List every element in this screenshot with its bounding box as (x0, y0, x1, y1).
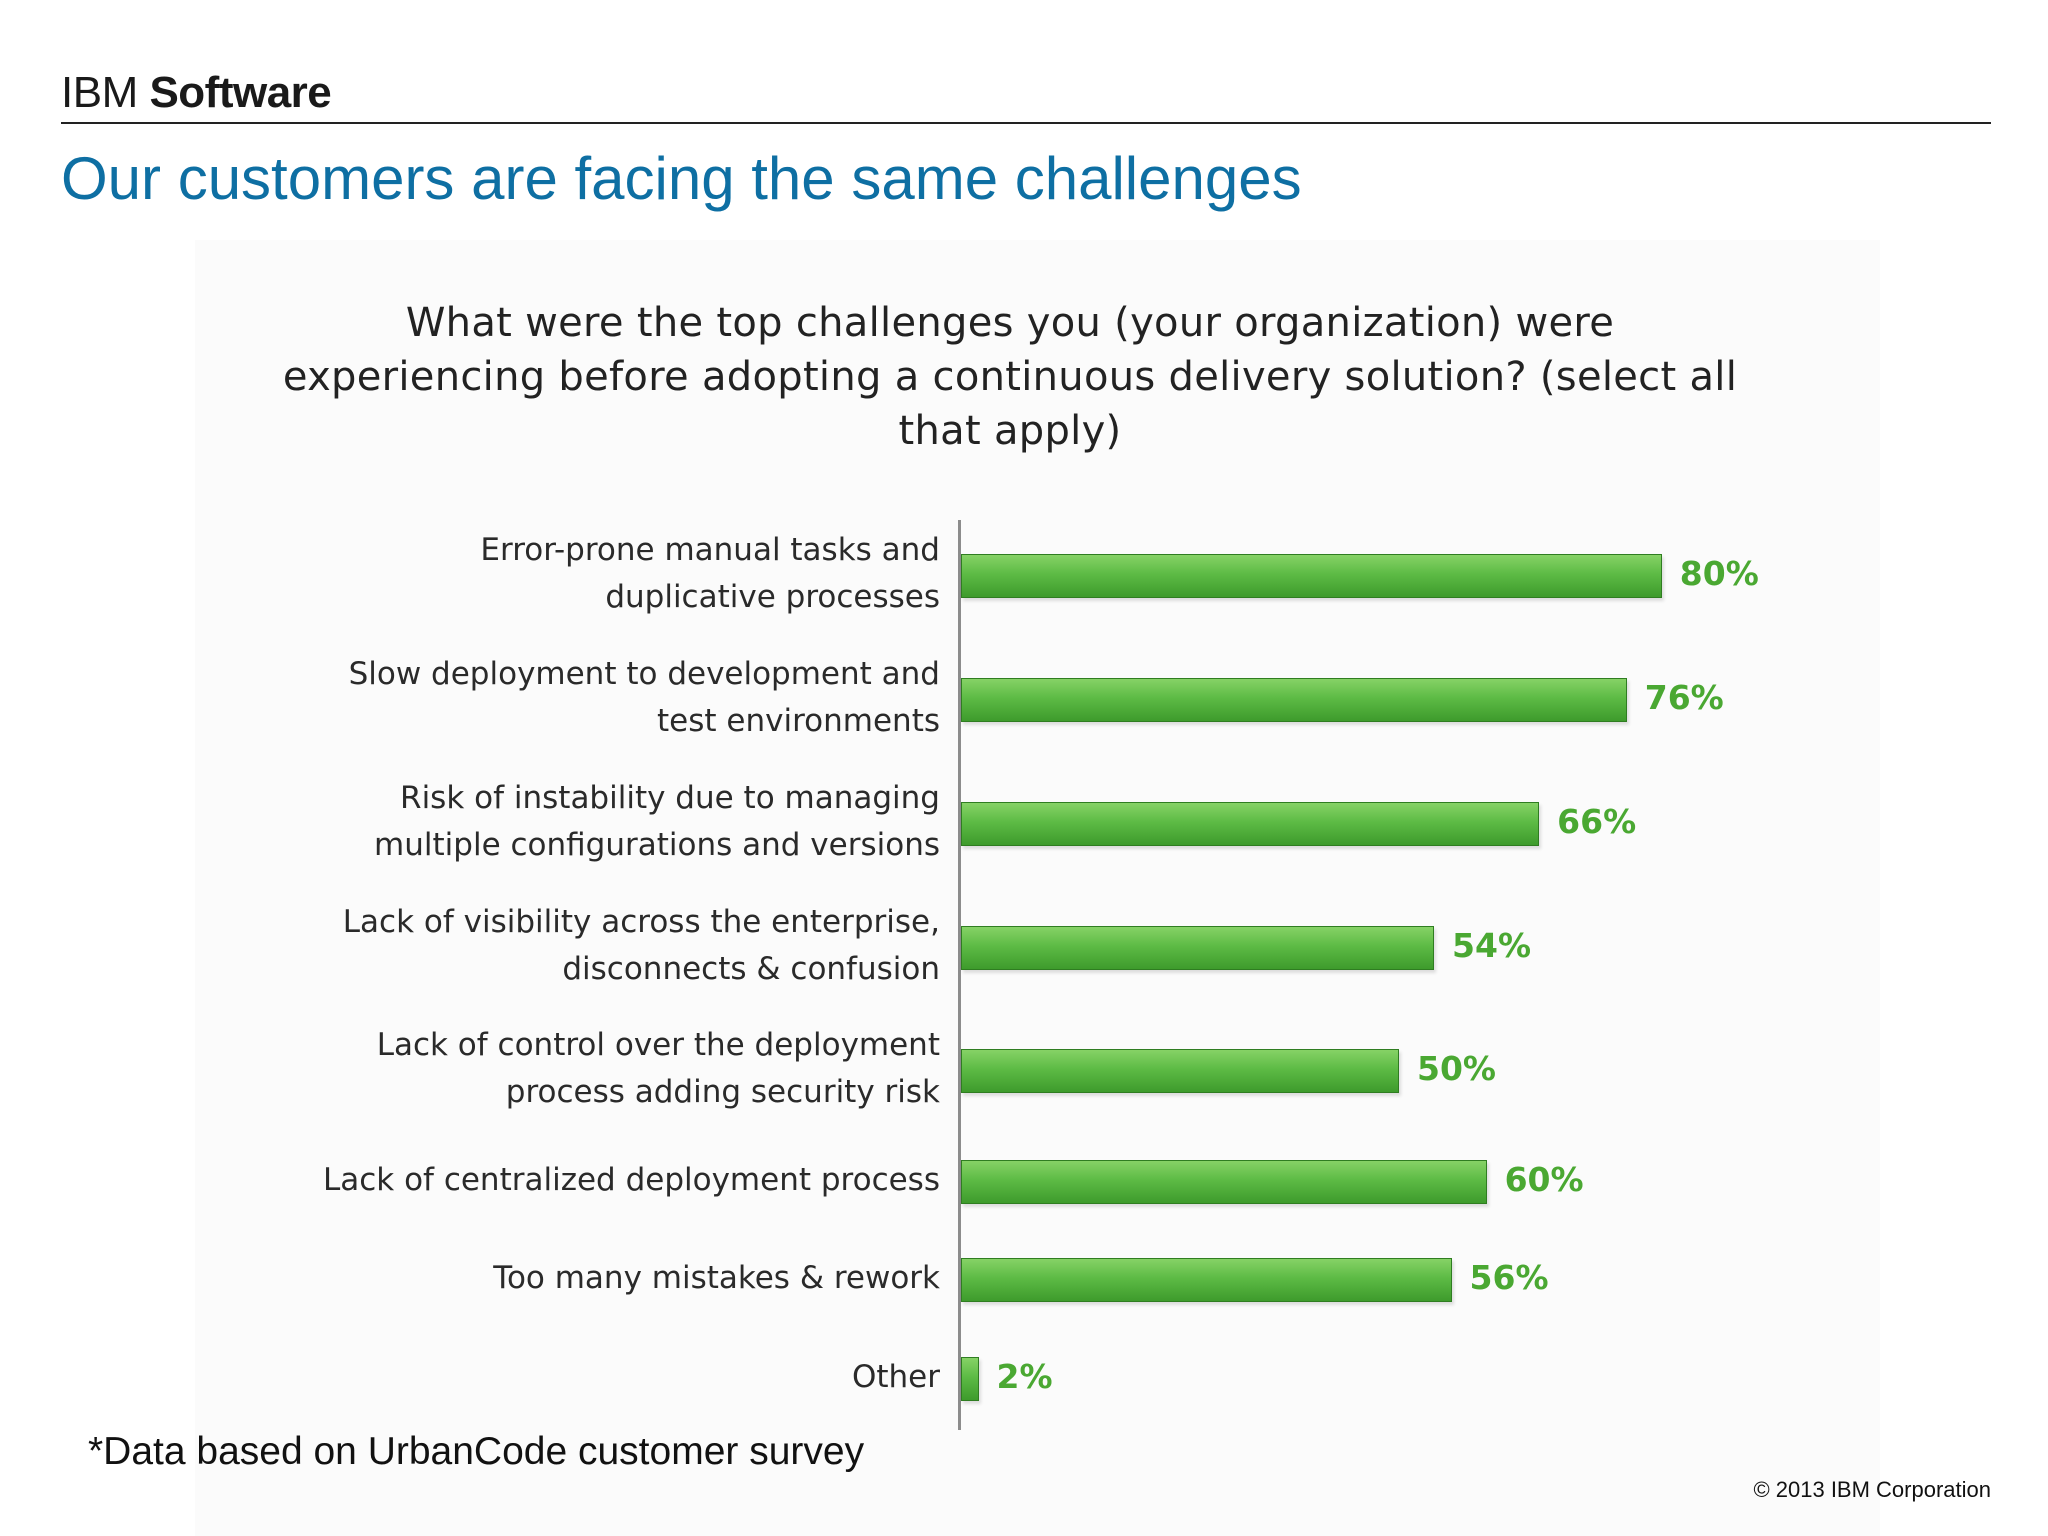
category-label: Error-prone manual tasks and duplicative… (480, 532, 940, 615)
category-label: Slow deployment to development and test … (348, 656, 940, 739)
chart-panel (195, 240, 1880, 1536)
value-label: 76% (1644, 678, 1724, 717)
value-label: 56% (1469, 1258, 1549, 1297)
value-label: 60% (1504, 1160, 1584, 1199)
bar (961, 554, 1662, 598)
footnote: *Data based on UrbanCode customer survey (88, 1430, 865, 1473)
header-divider (61, 122, 1991, 124)
copyright: © 2013 IBM Corporation (1753, 1477, 1991, 1502)
category-label: Risk of instability due to managing mult… (374, 780, 940, 863)
category-label: Lack of visibility across the enterprise… (342, 904, 940, 987)
bar (961, 802, 1540, 846)
bar (961, 1357, 979, 1401)
value-label: 80% (1679, 554, 1759, 593)
bar (961, 1160, 1487, 1204)
value-label: 2% (996, 1357, 1053, 1396)
chart-title: What were the top challenges you (your o… (282, 300, 1738, 454)
value-label: 66% (1557, 802, 1637, 841)
bar (961, 1258, 1452, 1302)
brand-ibm: IBM (61, 68, 150, 117)
brand-software: Software (149, 68, 332, 117)
slide-title: Our customers are facing the same challe… (61, 145, 1302, 212)
bar (961, 926, 1435, 970)
category-label: Other (851, 1358, 940, 1395)
value-label: 50% (1417, 1049, 1496, 1088)
category-label: Too many mistakes & rework (493, 1259, 940, 1296)
value-label: 54% (1452, 926, 1532, 965)
bar (961, 1049, 1399, 1093)
bar (961, 678, 1627, 722)
brand-logo: IBM Software (61, 68, 332, 118)
category-label: Lack of control over the deployment proc… (376, 1027, 940, 1110)
category-label: Lack of centralized deployment process (322, 1161, 940, 1198)
chart-y-axis (958, 520, 961, 1430)
